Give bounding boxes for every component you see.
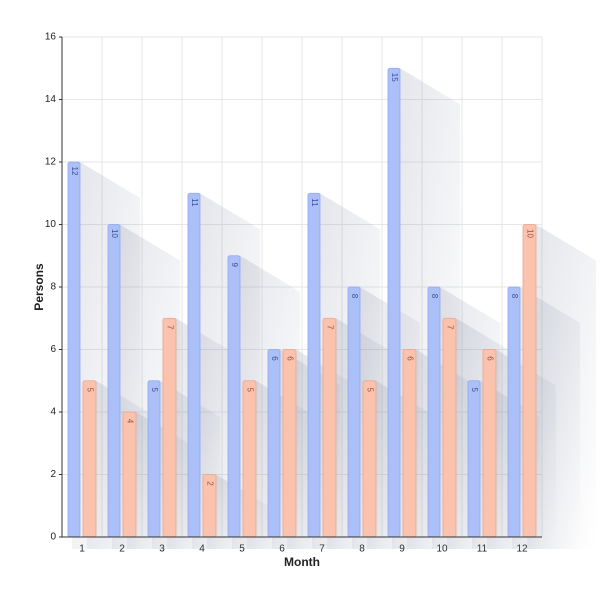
value-label: 2 bbox=[205, 481, 214, 486]
value-label: 12 bbox=[70, 167, 79, 176]
value-label: 11 bbox=[310, 198, 319, 207]
value-label: 6 bbox=[285, 356, 294, 361]
x-tick-label: 8 bbox=[359, 544, 365, 555]
value-label: 5 bbox=[150, 388, 159, 393]
value-label: 7 bbox=[165, 325, 174, 330]
bar bbox=[282, 349, 297, 538]
bar bbox=[267, 349, 281, 538]
bar-shadow bbox=[527, 224, 596, 549]
bar bbox=[522, 224, 537, 538]
x-tick-label: 6 bbox=[279, 544, 285, 555]
bar bbox=[347, 286, 361, 538]
bar bbox=[242, 380, 257, 538]
bar bbox=[147, 380, 161, 538]
value-label: 15 bbox=[390, 73, 399, 82]
bar bbox=[187, 192, 201, 538]
value-label: 7 bbox=[325, 325, 334, 330]
y-tick-label: 10 bbox=[45, 219, 57, 230]
value-label: 11 bbox=[190, 198, 199, 207]
x-tick-label: 9 bbox=[399, 544, 405, 555]
x-tick-label: 5 bbox=[239, 544, 245, 555]
bar bbox=[162, 317, 177, 538]
bar bbox=[107, 224, 121, 538]
value-label: 5 bbox=[245, 388, 254, 393]
bar bbox=[227, 255, 241, 538]
bar bbox=[67, 161, 81, 538]
value-label: 8 bbox=[430, 294, 439, 299]
value-label: 6 bbox=[270, 356, 279, 361]
y-tick-label: 6 bbox=[50, 344, 56, 355]
x-tick-label: 2 bbox=[119, 544, 125, 555]
x-axis-title: Month bbox=[284, 555, 320, 569]
bar bbox=[82, 380, 97, 538]
bar bbox=[402, 349, 417, 538]
x-tick-label: 3 bbox=[159, 544, 165, 555]
value-label: 5 bbox=[470, 388, 479, 393]
value-label: 6 bbox=[405, 356, 414, 361]
value-label: 6 bbox=[485, 356, 494, 361]
y-tick-label: 2 bbox=[50, 469, 56, 480]
bar bbox=[122, 411, 137, 538]
y-tick-label: 16 bbox=[45, 32, 57, 43]
bar bbox=[427, 286, 441, 538]
bar bbox=[442, 317, 457, 538]
y-tick-label: 8 bbox=[50, 282, 56, 293]
value-label: 10 bbox=[110, 229, 119, 238]
value-label: 9 bbox=[230, 263, 239, 268]
x-tick-label: 1 bbox=[79, 544, 85, 555]
value-label: 4 bbox=[125, 419, 134, 424]
bar bbox=[362, 380, 377, 538]
y-tick-label: 14 bbox=[45, 94, 57, 105]
value-label: 5 bbox=[365, 388, 374, 393]
x-tick-label: 10 bbox=[436, 544, 448, 555]
bar bbox=[507, 286, 521, 538]
value-label: 5 bbox=[85, 388, 94, 393]
x-tick-label: 12 bbox=[516, 544, 528, 555]
value-label: 8 bbox=[350, 294, 359, 299]
bar bbox=[322, 317, 337, 538]
x-tick-label: 11 bbox=[477, 544, 488, 555]
y-tick-label: 4 bbox=[50, 407, 56, 418]
y-axis-title: Persons bbox=[32, 263, 46, 311]
bar bbox=[467, 380, 481, 538]
x-tick-label: 4 bbox=[199, 544, 205, 555]
x-tick-label: 7 bbox=[319, 544, 325, 555]
value-label: 10 bbox=[525, 229, 534, 238]
bar bbox=[387, 67, 401, 538]
bar bbox=[482, 349, 497, 538]
y-tick-label: 0 bbox=[50, 532, 56, 543]
value-label: 7 bbox=[445, 325, 454, 330]
y-tick-label: 12 bbox=[45, 157, 57, 168]
bar bbox=[307, 192, 321, 538]
value-label: 8 bbox=[510, 294, 519, 299]
